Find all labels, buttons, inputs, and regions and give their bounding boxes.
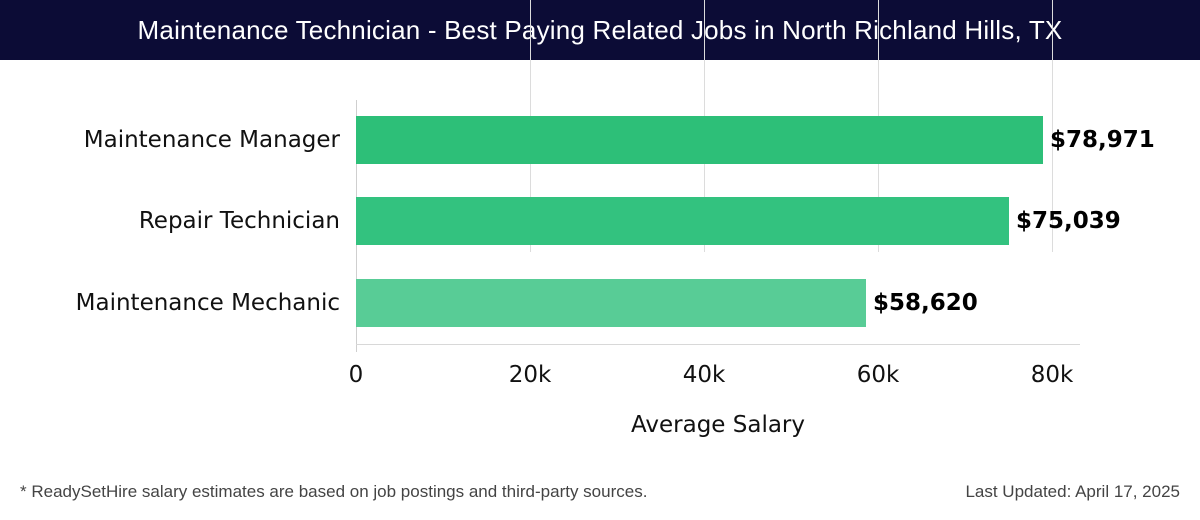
- x-tick-label: 40k: [682, 362, 726, 388]
- x-tick-label: 60k: [856, 362, 900, 388]
- bar-maintenance-mechanic: [356, 279, 866, 327]
- chart-title-banner: Maintenance Technician - Best Paying Rel…: [0, 0, 1200, 60]
- bar-repair-technician: [356, 197, 1009, 245]
- last-updated: Last Updated: April 17, 2025: [965, 482, 1180, 501]
- category-label: Repair Technician: [138, 208, 340, 234]
- value-label: $78,971: [1050, 127, 1155, 153]
- x-tick-label: 20k: [508, 362, 552, 388]
- chart-title: Maintenance Technician - Best Paying Rel…: [137, 14, 1063, 45]
- x-tick-label: 80k: [1030, 362, 1074, 388]
- x-axis-line: [356, 344, 1080, 345]
- x-tick-label: 0: [348, 362, 364, 388]
- x-axis-title: Average Salary: [630, 412, 806, 438]
- gridline-80k: [1052, 0, 1053, 252]
- category-label: Maintenance Mechanic: [75, 290, 340, 316]
- bar-maintenance-manager: [356, 116, 1043, 164]
- value-label: $75,039: [1016, 208, 1121, 234]
- category-label: Maintenance Manager: [83, 127, 340, 153]
- source-note: * ReadySetHire salary estimates are base…: [20, 482, 648, 501]
- value-label: $58,620: [873, 290, 978, 316]
